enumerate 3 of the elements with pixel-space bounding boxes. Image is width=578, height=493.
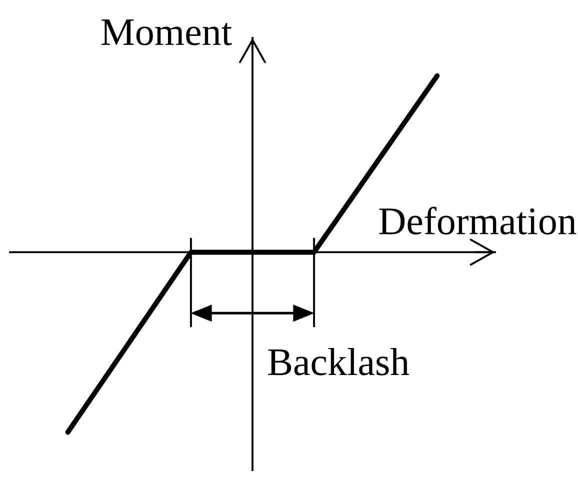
y-axis-title: Moment <box>101 19 232 46</box>
x-axis-title: Deformation <box>379 206 576 235</box>
annotation: Backlash <box>268 348 410 376</box>
